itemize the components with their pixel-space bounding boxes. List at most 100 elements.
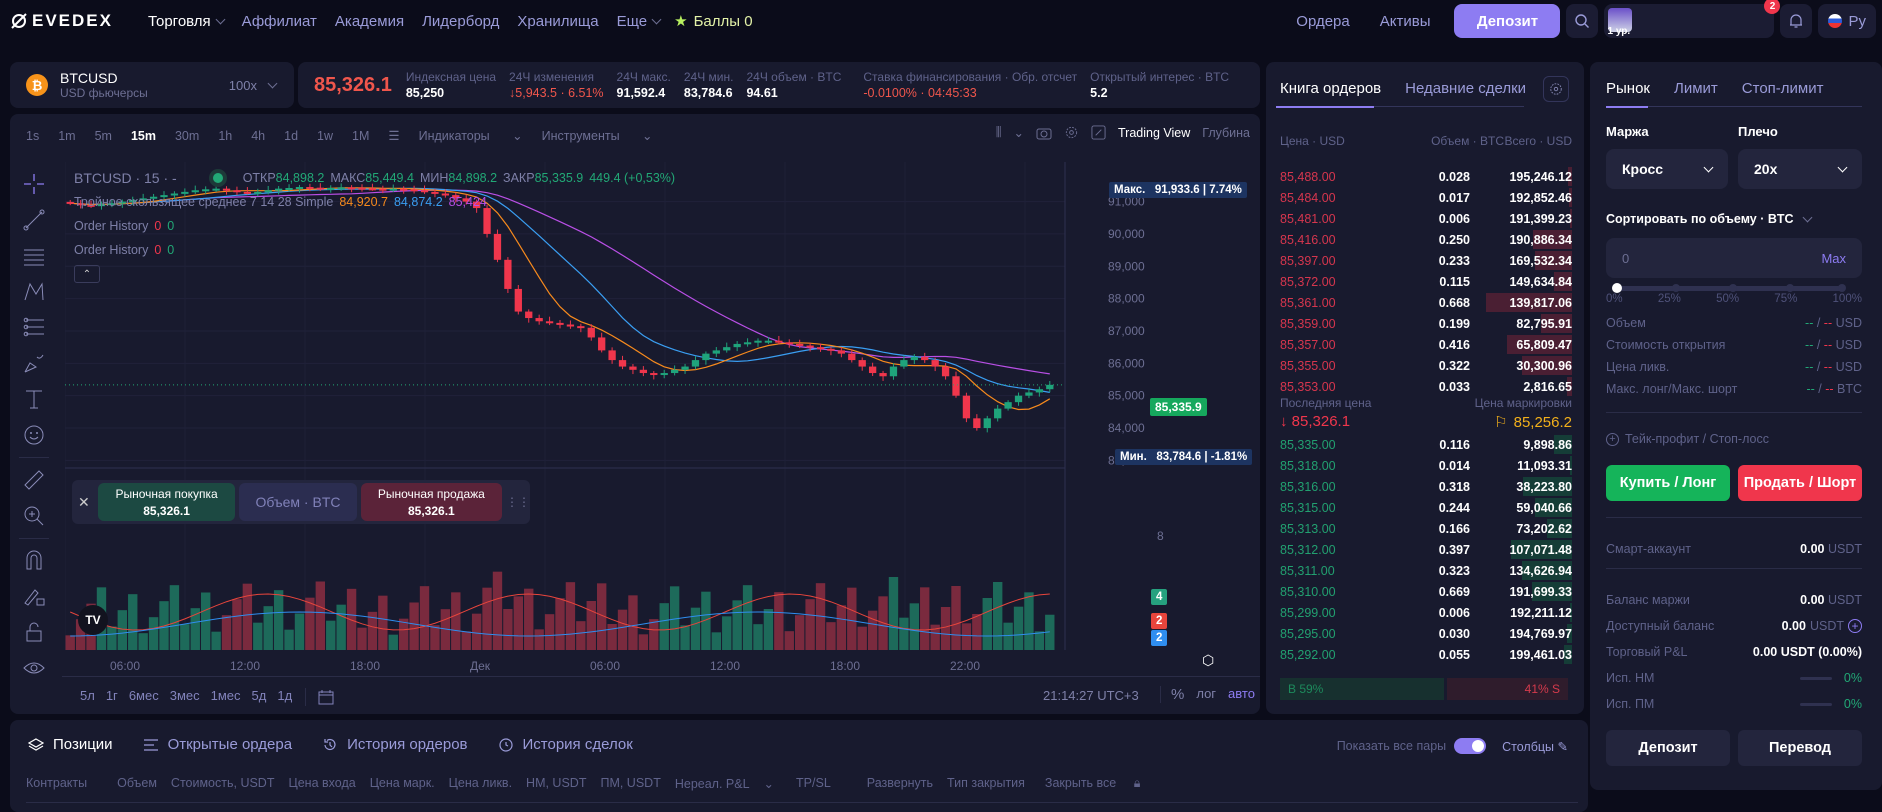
notifications-button[interactable] [1780, 4, 1813, 38]
bid-row[interactable]: 85,311.00 0.323 134,626.94 [1280, 560, 1572, 581]
bid-row[interactable]: 85,295.00 0.030 194,769.97 [1280, 623, 1572, 644]
assets-link[interactable]: Активы [1379, 12, 1431, 30]
tf-30m[interactable]: 30m [174, 128, 200, 143]
tf-1M[interactable]: 1M [352, 128, 370, 143]
lock-drawings-tool[interactable] [10, 578, 58, 614]
percent-scale-toggle[interactable]: % [1171, 686, 1185, 703]
price-chart[interactable]: 91,000 90,000 89,000 88,000 87,000 86,000 85,0… [65, 162, 1265, 650]
tab-trade-history[interactable]: История сделок [498, 736, 633, 753]
range-1y[interactable]: 1г [105, 688, 118, 703]
close-all-button[interactable]: Закрыть все 🔒︎ [1045, 776, 1154, 791]
language-selector[interactable]: Ру [1818, 4, 1876, 38]
bid-row[interactable]: 85,292.00 0.055 199,461.03 [1280, 644, 1572, 665]
bid-row[interactable]: 85,335.00 0.116 9,898.86 [1280, 434, 1572, 455]
indicators-dropdown[interactable]: Индикаторы ⌄ [418, 129, 523, 143]
transfer-button[interactable]: Перевод [1738, 730, 1862, 766]
range-5y[interactable]: 5л [80, 688, 95, 703]
lock-tool[interactable] [10, 614, 58, 650]
tab-market[interactable]: Рынок [1606, 80, 1650, 97]
range-1d[interactable]: 1д [277, 688, 293, 703]
leverage-dropdown[interactable]: 100x [229, 78, 278, 93]
tf-5m[interactable]: 5m [94, 128, 112, 143]
trend-line-tool[interactable] [10, 202, 58, 238]
ask-row[interactable]: 85,397.00 0.233 169,532.34 [1280, 250, 1572, 271]
ask-row[interactable]: 85,416.00 0.250 190,886.34 [1280, 229, 1572, 250]
fullscreen-icon[interactable] [1091, 125, 1106, 140]
zoom-in-tool[interactable] [10, 498, 58, 534]
tab-limit[interactable]: Лимит [1673, 80, 1718, 97]
range-3m[interactable]: 3мес [169, 688, 200, 703]
projection-tool[interactable] [10, 309, 58, 345]
ask-row[interactable]: 85,353.00 0.033 2,816.65 [1280, 376, 1572, 397]
market-sell-button[interactable]: Рыночная продажа 85,326.1 [360, 483, 502, 521]
ruler-tool[interactable] [10, 462, 58, 498]
calendar-goto-icon[interactable] [317, 688, 335, 706]
nav-trading[interactable]: Торговля [148, 13, 226, 30]
camera-icon[interactable] [1036, 126, 1052, 140]
gear-icon[interactable] [1064, 125, 1079, 140]
bid-row[interactable]: 85,315.00 0.244 59,040.66 [1280, 497, 1572, 518]
tf-1d[interactable]: 1d [284, 128, 299, 143]
bid-row[interactable]: 85,310.00 0.669 191,699.33 [1280, 581, 1572, 602]
leverage-select[interactable]: 20x [1738, 149, 1862, 189]
tf-1h[interactable]: 1h [218, 128, 233, 143]
ask-row[interactable]: 85,357.00 0.416 65,809.47 [1280, 334, 1572, 355]
magnet-tool[interactable] [10, 543, 58, 579]
ask-row[interactable]: 85,488.00 0.028 195,246.12 [1280, 166, 1572, 187]
tab-orderbook[interactable]: Книга ордеров [1280, 80, 1382, 97]
brush-tool[interactable] [10, 345, 58, 381]
menu-icon[interactable]: ☰ [388, 129, 400, 143]
columns-button[interactable]: Столбцы ✎ [1502, 739, 1568, 754]
depth-tab[interactable]: Глубина [1202, 125, 1250, 140]
deposit-panel-button[interactable]: Депозит [1606, 730, 1730, 766]
ask-row[interactable]: 85,372.00 0.115 149,634.84 [1280, 271, 1572, 292]
ask-row[interactable]: 85,361.00 0.668 139,817.06 [1280, 292, 1572, 313]
sell-short-button[interactable]: Продать / Шорт [1738, 465, 1862, 501]
tab-order-history[interactable]: История ордеров [322, 736, 468, 753]
crosshair-tool[interactable] [10, 166, 58, 202]
range-6m[interactable]: 6мес [128, 688, 159, 703]
sort-by-volume-dropdown[interactable]: Сортировать по объему · BTC [1606, 212, 1812, 226]
tf-15m[interactable]: 15m [130, 128, 156, 143]
bid-row[interactable]: 85,318.00 0.014 11,093.31 [1280, 455, 1572, 476]
trading-view-tab[interactable]: Trading View [1117, 125, 1191, 140]
tradingview-logo[interactable]: TV [78, 605, 108, 635]
range-5d[interactable]: 5д [251, 688, 267, 703]
search-button[interactable] [1566, 4, 1599, 38]
close-icon[interactable]: ✕ [78, 493, 90, 510]
ask-row[interactable]: 85,481.00 0.006 191,399.23 [1280, 208, 1572, 229]
col-unrealized-pnl[interactable]: Нереал. P&L ⌄ [674, 777, 775, 791]
quick-qty-input[interactable]: Объем · BTC [239, 483, 357, 521]
tf-1s[interactable]: 1s [26, 128, 40, 143]
symbol-selector[interactable]: ₿ BTCUSD USD фьючерсы 100x [10, 62, 294, 108]
pattern-tool[interactable] [10, 274, 58, 310]
nav-affiliate[interactable]: Аффилиат [242, 13, 317, 30]
ask-row[interactable]: 85,359.00 0.199 82,795.91 [1280, 313, 1572, 334]
text-tool[interactable] [10, 381, 58, 417]
tf-4h[interactable]: 4h [251, 128, 266, 143]
slider-handle[interactable] [1612, 283, 1622, 293]
tab-recent-trades[interactable]: Недавние сделки [1405, 80, 1527, 97]
ask-row[interactable]: 85,484.00 0.017 192,852.46 [1280, 187, 1572, 208]
visibility-tool[interactable] [10, 650, 58, 686]
tab-positions[interactable]: Позиции [28, 736, 113, 753]
bid-row[interactable]: 85,316.00 0.318 38,223.80 [1280, 476, 1572, 497]
orderbook-settings-button[interactable] [1543, 76, 1569, 102]
orders-link[interactable]: Ордера [1296, 12, 1350, 30]
log-scale-toggle[interactable]: лог [1196, 686, 1217, 701]
range-1m[interactable]: 1мес [210, 688, 241, 703]
chart-settings-icon[interactable]: ⬡ [1202, 652, 1215, 668]
tpsl-toggle[interactable]: + Тейк-профит / Стоп-лосс [1606, 432, 1769, 446]
clock[interactable]: 21:14:27 UTC+3 [1043, 688, 1139, 703]
bid-row[interactable]: 85,312.00 0.397 107,071.48 [1280, 539, 1572, 560]
points-link[interactable]: ★ Баллы 0 [674, 12, 752, 31]
nav-more[interactable]: Еще [617, 13, 662, 30]
tf-1m[interactable]: 1m [58, 128, 76, 143]
auto-scale-toggle[interactable]: авто [1228, 686, 1255, 701]
user-profile-button[interactable]: 1 ур. 2 [1604, 0, 1781, 38]
drag-handle-icon[interactable]: ⋮⋮ [506, 495, 530, 509]
evedex-logo[interactable]: EVEDEX [10, 11, 148, 31]
collapse-legend-button[interactable]: ⌃ [74, 265, 100, 283]
candle-type-icon[interactable]: ⫼ [995, 125, 1002, 139]
show-all-pairs-toggle[interactable] [1454, 738, 1487, 754]
